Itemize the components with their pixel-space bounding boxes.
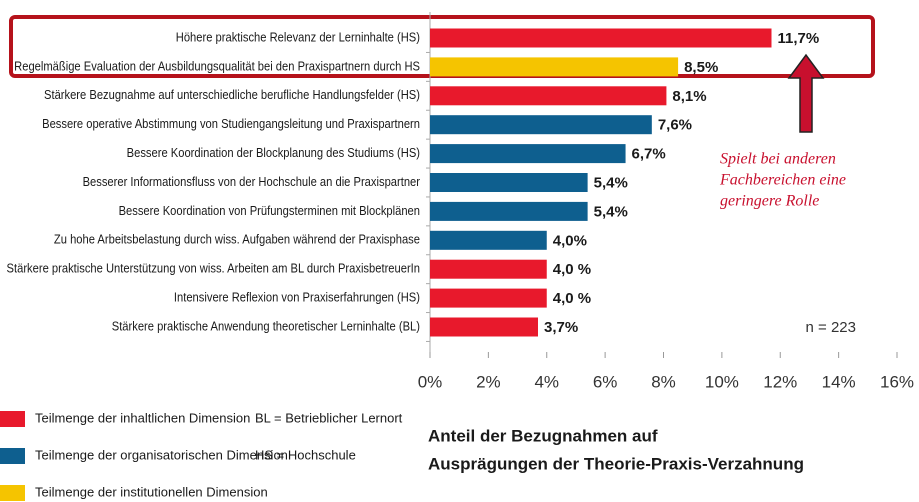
x-tick-label: 2% bbox=[476, 372, 501, 391]
x-tick-label: 0% bbox=[418, 372, 443, 391]
bar bbox=[430, 86, 667, 106]
x-tick-label: 4% bbox=[534, 372, 559, 391]
y-tick-label: Stärkere Bezugnahme auf unterschiedliche… bbox=[44, 87, 420, 102]
annotation: geringere Rolle bbox=[720, 193, 819, 210]
sample-size: n = 223 bbox=[806, 319, 856, 336]
x-tick-label: 6% bbox=[593, 372, 618, 391]
legend-swatch bbox=[0, 485, 25, 501]
y-tick-label: Regelmäßige Evaluation der Ausbildungsqu… bbox=[14, 58, 420, 73]
value-label: 3,7% bbox=[544, 319, 578, 336]
bar bbox=[430, 230, 547, 250]
annotation: Fachbereichen eine bbox=[719, 172, 846, 189]
bar bbox=[430, 28, 772, 48]
arrow bbox=[787, 53, 825, 133]
value-label: 8,1% bbox=[672, 88, 706, 105]
value-label: 11,7% bbox=[777, 30, 819, 47]
value-label: 5,4% bbox=[594, 203, 628, 220]
x-tick-label: 8% bbox=[651, 372, 676, 391]
bar bbox=[430, 317, 538, 337]
note: BL = Betrieblicher Lernort bbox=[255, 410, 403, 425]
x-tick-label: 14% bbox=[822, 372, 856, 391]
value-label: 4,0 % bbox=[553, 261, 591, 278]
y-tick-label: Besserer Informationsfluss von der Hochs… bbox=[83, 174, 421, 189]
value-label: 8,5% bbox=[684, 59, 718, 76]
bar bbox=[430, 288, 547, 308]
legend-swatch bbox=[0, 411, 25, 427]
y-tick-label: Stärkere praktische Unterstützung von wi… bbox=[7, 261, 420, 276]
y-tick-label: Stärkere praktische Anwendung theoretisc… bbox=[112, 318, 420, 333]
y-tick-label: Intensivere Reflexion von Praxiserfahrun… bbox=[174, 290, 420, 305]
y-tick-label: Bessere Koordination der Blockplanung de… bbox=[127, 145, 420, 160]
caption: Anteil der Bezugnahmen auf bbox=[428, 426, 658, 445]
legend-swatch bbox=[0, 448, 25, 464]
value-label: 4,0 % bbox=[553, 290, 591, 307]
legend-label: Teilmenge der inhaltlichen Dimension bbox=[35, 410, 250, 425]
y-tick-label: Bessere Koordination von Prüfungstermine… bbox=[119, 203, 420, 218]
note: HS = Hochschule bbox=[255, 447, 356, 462]
value-label: 6,7% bbox=[632, 146, 666, 163]
value-label: 7,6% bbox=[658, 117, 692, 134]
bar bbox=[430, 144, 626, 164]
annotation: Spielt bei anderen bbox=[720, 151, 836, 168]
legend-label: Teilmenge der institutionellen Dimension bbox=[35, 484, 268, 499]
y-tick-label: Bessere operative Abstimmung von Studien… bbox=[42, 116, 420, 131]
bar bbox=[430, 173, 588, 192]
bar bbox=[430, 259, 547, 279]
value-label: 4,0% bbox=[553, 232, 587, 249]
legend-label: Teilmenge der organisatorischen Dimensio… bbox=[35, 447, 288, 462]
y-tick-label: Zu hohe Arbeitsbelastung durch wiss. Auf… bbox=[54, 232, 420, 247]
x-tick-label: 12% bbox=[763, 372, 797, 391]
bar bbox=[430, 115, 652, 135]
value-label: 5,4% bbox=[594, 174, 628, 191]
x-tick-label: 16% bbox=[880, 372, 914, 391]
bar bbox=[430, 57, 679, 77]
y-tick-label: Höhere praktische Relevanz der Lerninhal… bbox=[176, 29, 420, 44]
bar bbox=[430, 201, 588, 221]
x-tick-label: 10% bbox=[705, 372, 739, 391]
caption: Ausprägungen der Theorie-Praxis-Verzahnu… bbox=[428, 454, 804, 473]
